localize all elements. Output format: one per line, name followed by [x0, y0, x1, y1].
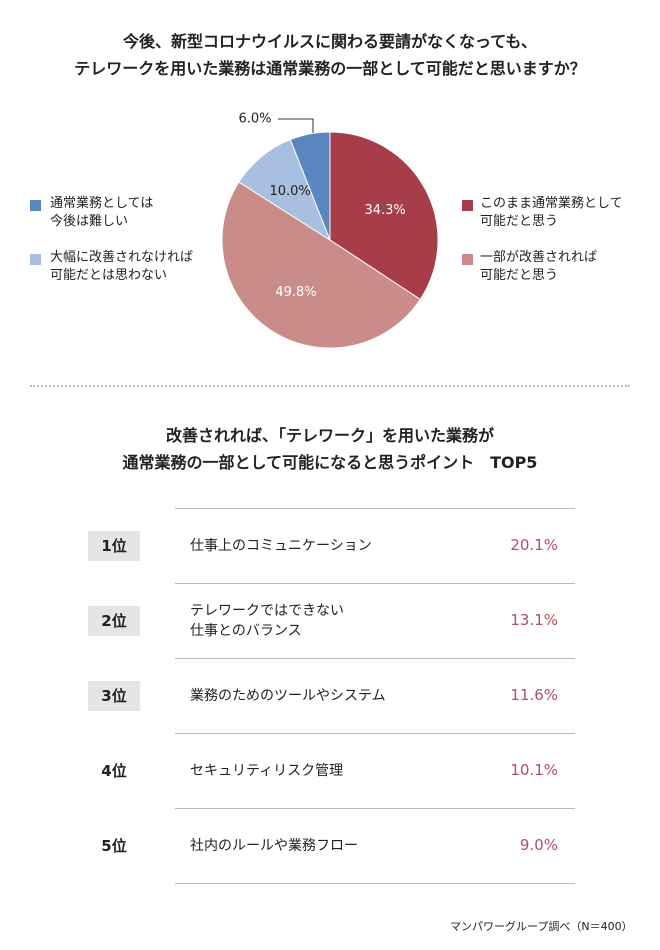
legend-swatch	[462, 200, 473, 211]
row-divider	[175, 508, 575, 509]
legend-label: 通常業務としては 今後は難しい	[50, 196, 154, 229]
item-label: 社内のルールや業務フロー	[190, 837, 358, 854]
item-percent: 20.1%	[510, 535, 558, 554]
row-divider	[175, 658, 575, 659]
rank-label: 3位	[88, 680, 140, 711]
item-label: 業務のためのツールやシステム	[190, 687, 386, 704]
rank-label: 1位	[88, 530, 140, 561]
legend-swatch	[30, 254, 41, 265]
value-label: 34.3%	[364, 203, 405, 218]
legend-label: 大幅に改善されなければ 可能だとは思わない	[50, 250, 194, 283]
rank-label: 5位	[101, 836, 127, 855]
item-label: テレワークではできない 仕事とのバランス	[190, 602, 344, 639]
ranking-title: 改善されれば、「テレワーク」を用いた業務が 通常業務の一部として可能になると思う…	[122, 426, 538, 472]
row-divider	[175, 883, 575, 884]
row-divider	[175, 583, 575, 584]
rank-label: 2位	[88, 605, 140, 636]
pie-chart: 34.3% 49.8% 10.0% 6.0%	[221, 112, 439, 349]
footer: マンパワーグループ調べ（N＝400）	[450, 920, 633, 933]
item-percent: 9.0%	[519, 835, 558, 854]
item-label: 仕事上のコミュニケーション	[190, 537, 372, 554]
item-percent: 13.1%	[510, 610, 558, 629]
chart-title: 今後、新型コロナウイルスに関わる要請がなくなっても、 テレワークを用いた業務は通…	[74, 32, 586, 78]
item-percent: 10.1%	[510, 760, 558, 779]
legend-label: このまま通常業務として 可能だと思う	[480, 196, 623, 229]
separator	[30, 385, 630, 387]
value-label: 10.0%	[269, 184, 310, 199]
rank-label: 4位	[101, 761, 127, 780]
legend-swatch	[30, 200, 41, 211]
legend-label: 一部が改善されれば 可能だと思う	[480, 250, 598, 283]
row-divider	[175, 733, 575, 734]
pie-slice	[289, 131, 331, 241]
row-divider	[175, 808, 575, 809]
item-percent: 11.6%	[510, 685, 558, 704]
value-label: 49.8%	[275, 285, 316, 300]
pie-slice	[221, 181, 421, 349]
value-label: 6.0%	[238, 112, 271, 127]
legend-swatch	[462, 254, 473, 265]
item-label: セキュリティリスク管理	[190, 762, 344, 779]
